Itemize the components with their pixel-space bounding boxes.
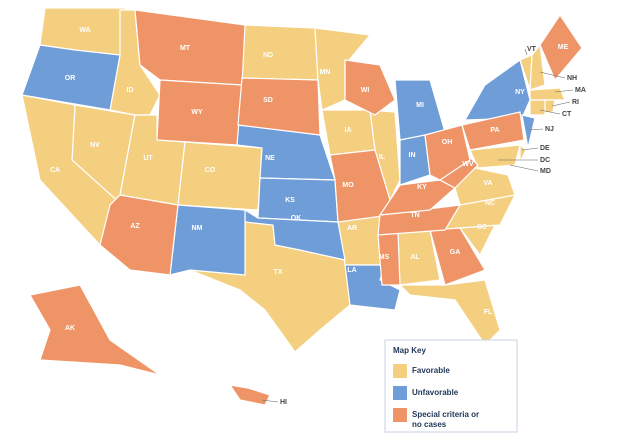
key-swatch [393,364,407,378]
state-label: AZ [130,223,140,230]
state [228,384,271,406]
leader-line [554,89,574,93]
state-label: ND [263,52,273,59]
key-label: Special criteria or no cases [412,410,479,429]
key-swatch [393,408,407,422]
state-label: WY [191,109,203,116]
state-label: MN [320,69,331,76]
state-label: GA [450,249,461,256]
state-label: IA [345,127,352,134]
state [244,208,346,261]
state-label: NV [90,142,100,149]
state-label: NJ [545,126,554,133]
state-label: KS [285,197,295,204]
state-label: NC [485,200,495,207]
state-label: NE [265,155,275,162]
state-label: MD [540,168,551,175]
state [29,284,161,376]
state-label: RI [572,99,579,106]
key-swatch [393,386,407,400]
state [377,204,462,236]
state-label: LA [347,267,356,274]
state-label: NH [567,75,577,82]
leader-line [524,48,528,56]
state-label: HI [280,399,287,406]
state [529,43,546,91]
leader-line [539,109,561,115]
state-label: OK [291,215,302,222]
state-label: IL [379,154,386,161]
state-label: VT [527,46,537,53]
key-items: Favorable Unfavorable Special criteria or n… [393,364,479,429]
state-label: OH [442,139,453,146]
state-label: SD [263,97,273,104]
state-label: SC [477,224,487,231]
state-label: WI [361,87,370,94]
state-label: AK [65,325,75,332]
key-label: Favorable [412,366,450,375]
state-label: MT [180,45,191,52]
state-label: AR [347,225,357,232]
state-label: MO [342,182,354,189]
state [241,24,319,81]
leader-line [551,101,571,107]
leader-line [521,147,539,151]
state [529,87,566,101]
state-label: NY [515,89,525,96]
state [344,59,396,116]
leader-line [509,164,539,172]
state-label: CA [50,167,60,174]
state-label: IN [409,152,416,159]
state-label: WV [462,161,474,168]
state [529,99,546,116]
state [398,279,501,346]
state-label: CT [562,111,572,118]
state-label: DE [540,145,550,152]
state [539,13,583,82]
state [519,143,527,163]
state [99,194,179,276]
state-label: TX [274,269,283,276]
state-label: KY [417,184,427,191]
state [424,124,471,181]
states [21,7,583,406]
state-label: UT [143,155,153,162]
state-label: TN [410,212,419,219]
state [177,141,263,211]
key-title: Map Key [393,346,426,355]
map-key: Map Key Favorable Unfavorable Special crit… [384,339,518,433]
leader-line [261,399,279,403]
state [156,79,243,146]
state-label: AL [410,254,420,261]
state [21,44,121,111]
key-label: Unfavorable [412,388,459,397]
state [461,111,525,151]
state [521,114,536,149]
state-label: MS [379,254,390,261]
state-label: ME [558,44,569,51]
state-label: FL [484,309,493,316]
state [169,204,246,276]
state [429,227,486,286]
state-label: OR [65,75,76,82]
state-label: DC [540,157,550,164]
state-label: VA [483,180,492,187]
state [369,109,401,202]
state-label: ID [127,87,134,94]
state-label: CO [205,167,216,174]
state [237,77,321,136]
state-labels: WA ID ND MN NV UT CO CA IA IL TX AR AL FL SC NC VA VT NH MA… [50,27,586,406]
state-label: PA [490,127,499,134]
state-label: MI [416,102,424,109]
state-label: MA [575,87,586,94]
leader-line [529,128,544,131]
leader-line [539,71,566,79]
state-label: WA [79,27,90,34]
state-label: NM [192,225,203,232]
